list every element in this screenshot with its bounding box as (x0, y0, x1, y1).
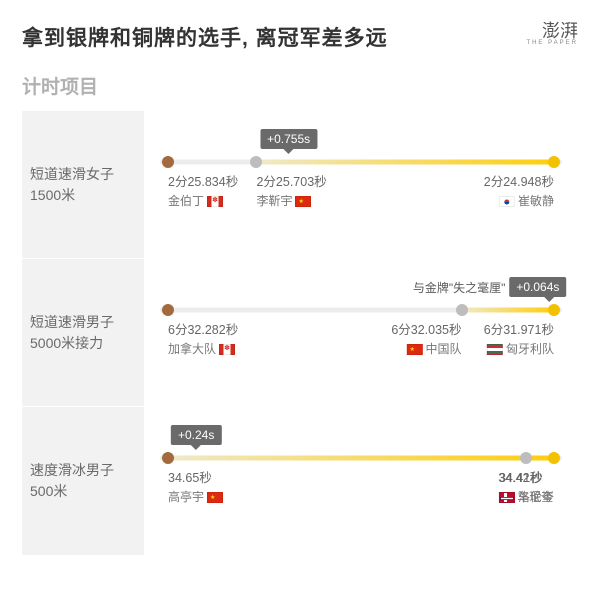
gap-badge: +0.755s (260, 129, 317, 149)
athlete-name: 中国队 (425, 340, 461, 359)
event-row: 短道速滑男子 5000米接力 与金牌"失之毫厘"+0.064s 6分32.282秒加拿… (22, 259, 578, 407)
flag-icon (207, 196, 223, 207)
medal-bronze-info: 34.65秒高亭宇 (168, 469, 223, 507)
result-time: 34.41秒 (499, 469, 554, 488)
track: +0.24s34.65秒高亭宇34.42秒车珉奎34.41秒洛伦岑 (160, 455, 562, 461)
medal-gold-info: 34.41秒洛伦岑 (499, 469, 554, 507)
track-gold-segment (168, 456, 554, 461)
flag-icon (207, 492, 223, 503)
dot-bronze (162, 452, 174, 464)
athlete-name: 加拿大队 (168, 340, 216, 359)
event-track: +0.755s 2分25.834秒金伯丁 2分25.703秒李靳宇 2分24.948秒… (144, 111, 578, 258)
track-gold-segment (462, 308, 554, 313)
athlete-name: 崔敏静 (518, 192, 554, 211)
flag-icon (499, 492, 515, 503)
gap-note: 与金牌"失之毫厘" (413, 279, 506, 296)
dot-gold (548, 452, 560, 464)
flag-icon (295, 196, 311, 207)
event-track: 与金牌"失之毫厘"+0.064s 6分32.282秒加拿大队 6分32.035秒中国… (144, 259, 578, 406)
flag-icon (499, 196, 515, 207)
event-label-line1: 短道速滑女子 (30, 166, 114, 182)
dot-bronze (162, 304, 174, 316)
result-time: 6分31.971秒 (484, 321, 554, 340)
event-track: +0.24s34.65秒高亭宇34.42秒车珉奎34.41秒洛伦岑 (144, 407, 578, 555)
result-time: 6分32.282秒 (168, 321, 238, 340)
athlete-name: 李靳宇 (256, 192, 292, 211)
medal-silver-info: 2分25.703秒李靳宇 (256, 173, 326, 211)
dot-gold (548, 156, 560, 168)
events-container: 短道速滑女子 1500米 +0.755s 2分25.834秒金伯丁 2分25.703秒李… (0, 111, 600, 555)
track: 与金牌"失之毫厘"+0.064s6分32.282秒加拿大队6分32.035秒中国… (160, 307, 562, 313)
gap-badge: +0.24s (171, 425, 221, 445)
event-label: 短道速滑女子 1500米 (22, 111, 144, 258)
gap-badge: +0.064s (509, 277, 566, 297)
event-label-line2: 500米 (30, 483, 67, 499)
logo-text-main: 澎湃 (526, 22, 578, 40)
medal-gold-info: 2分24.948秒崔敏静 (484, 173, 554, 211)
athlete-name: 金伯丁 (168, 192, 204, 211)
result-time: 2分25.834秒 (168, 173, 238, 192)
athlete-name: 高亭宇 (168, 488, 204, 507)
dot-gold (548, 304, 560, 316)
flag-icon (219, 344, 235, 355)
event-row: 速度滑冰男子 500米 +0.24s34.65秒高亭宇34.42秒车珉奎34.41秒… (22, 407, 578, 555)
event-label-line1: 短道速滑男子 (30, 314, 114, 330)
gap-annotation: +0.24s (171, 425, 221, 445)
dot-silver (520, 452, 532, 464)
medal-gold-info: 6分31.971秒匈牙利队 (484, 321, 554, 359)
track: +0.755s2分25.834秒金伯丁2分25.703秒李靳宇2分24.948秒… (160, 159, 562, 165)
result-time: 2分24.948秒 (484, 173, 554, 192)
logo-text-sub: THE PAPER (526, 40, 578, 46)
gap-annotation: +0.755s (260, 129, 317, 149)
event-label: 速度滑冰男子 500米 (22, 407, 144, 555)
result-time: 6分32.035秒 (391, 321, 461, 340)
event-label-line1: 速度滑冰男子 (30, 462, 114, 478)
event-label-line2: 5000米接力 (30, 335, 103, 351)
source-logo: 澎湃 THE PAPER (526, 22, 578, 46)
event-label-line2: 1500米 (30, 187, 75, 203)
athlete-name: 匈牙利队 (506, 340, 554, 359)
medal-bronze-info: 6分32.282秒加拿大队 (168, 321, 238, 359)
dot-silver (456, 304, 468, 316)
athlete-name: 洛伦岑 (518, 488, 554, 507)
medal-bronze-info: 2分25.834秒金伯丁 (168, 173, 238, 211)
dot-silver (250, 156, 262, 168)
flag-icon (406, 344, 422, 355)
event-label: 短道速滑男子 5000米接力 (22, 259, 144, 406)
page-title: 拿到银牌和铜牌的选手, 离冠军差多远 (22, 22, 388, 52)
result-time: 34.65秒 (168, 469, 223, 488)
event-row: 短道速滑女子 1500米 +0.755s 2分25.834秒金伯丁 2分25.703秒李… (22, 111, 578, 259)
track-gold-segment (256, 160, 554, 165)
result-time: 2分25.703秒 (256, 173, 326, 192)
gap-annotation: 与金牌"失之毫厘"+0.064s (413, 277, 567, 297)
section-subtitle: 计时项目 (0, 60, 600, 111)
medal-silver-info: 6分32.035秒中国队 (391, 321, 461, 359)
flag-icon (487, 344, 503, 355)
dot-bronze (162, 156, 174, 168)
